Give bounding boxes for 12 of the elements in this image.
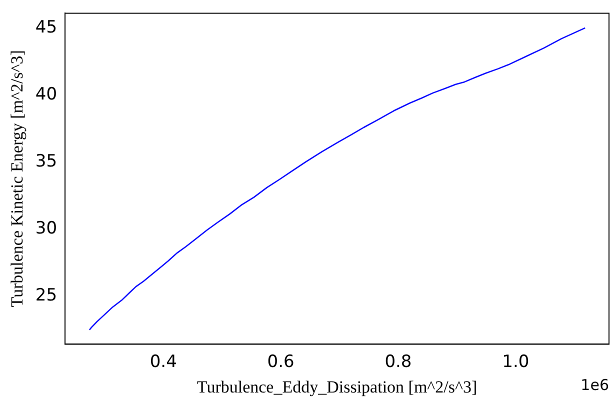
y-tick-label: 35 [35, 151, 58, 172]
x-tick-label: 0.4 [150, 352, 177, 372]
x-tick-label: 0.8 [384, 352, 412, 372]
y-tick-label: 40 [35, 84, 58, 104]
x-tick-label: 0.6 [267, 352, 294, 372]
x-tick-label: 1.0 [502, 352, 530, 372]
x-axis-title: Turbulence_Eddy_Dissipation [m^2/s^3] [196, 377, 478, 396]
y-axis-title: Turbulence Kinetic Energy [m^2/s^3] [8, 50, 27, 308]
y-tick-label: 25 [35, 285, 58, 306]
text: 1e6 [580, 376, 609, 394]
y-tick-label: 45 [35, 17, 58, 38]
y-tick-label: 30 [35, 218, 58, 238]
